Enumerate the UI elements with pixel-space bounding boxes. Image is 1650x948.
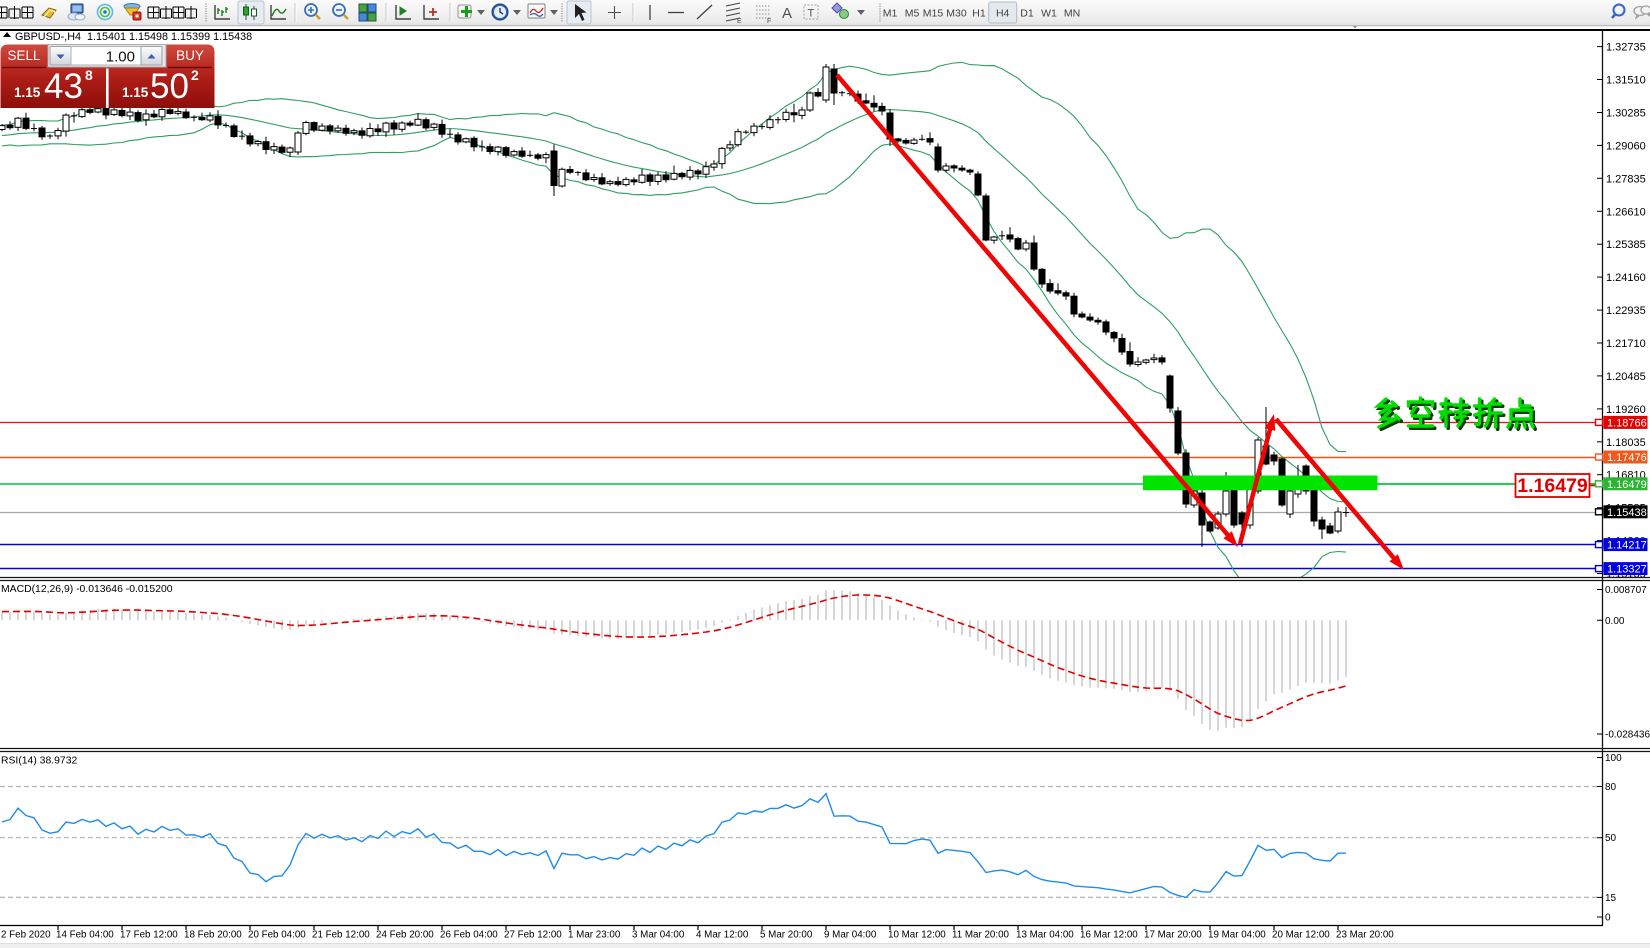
svg-text:1.21710: 1.21710 <box>1606 338 1646 350</box>
svg-text:17 Feb 12:00: 17 Feb 12:00 <box>120 930 178 941</box>
svg-text:M30: M30 <box>946 8 967 20</box>
svg-text:1.18766: 1.18766 <box>1607 417 1647 429</box>
svg-text:1 Mar 23:00: 1 Mar 23:00 <box>568 930 621 941</box>
svg-text:H4: H4 <box>996 8 1010 20</box>
svg-text:26 Feb 04:00: 26 Feb 04:00 <box>440 930 498 941</box>
svg-text:A: A <box>782 5 792 22</box>
svg-text:19 Mar 04:00: 19 Mar 04:00 <box>1208 930 1266 941</box>
svg-text:23 Mar 20:00: 23 Mar 20:00 <box>1336 930 1394 941</box>
svg-text:1.00: 1.00 <box>106 49 135 66</box>
svg-text:1.16479: 1.16479 <box>1607 479 1647 491</box>
svg-text:SELL: SELL <box>7 48 41 63</box>
svg-text:1.18035: 1.18035 <box>1606 437 1646 449</box>
svg-text:1.24160: 1.24160 <box>1606 272 1646 284</box>
svg-text:16 Mar 12:00: 16 Mar 12:00 <box>1080 930 1138 941</box>
svg-text:27 Feb 12:00: 27 Feb 12:00 <box>504 930 562 941</box>
svg-text:M15: M15 <box>923 8 944 20</box>
svg-text:MN: MN <box>1064 8 1080 20</box>
svg-text:1.22935: 1.22935 <box>1606 305 1646 317</box>
svg-text:W1: W1 <box>1041 8 1057 20</box>
svg-text:2: 2 <box>191 67 199 83</box>
svg-text:1.20485: 1.20485 <box>1606 371 1646 383</box>
svg-text:E: E <box>737 18 742 25</box>
svg-text:1.17476: 1.17476 <box>1607 452 1647 464</box>
svg-text:50: 50 <box>150 67 189 106</box>
svg-text:M5: M5 <box>905 8 920 20</box>
svg-text:100: 100 <box>1605 753 1622 764</box>
svg-text:MACD(12,26,9) -0.013646 -0.015: MACD(12,26,9) -0.013646 -0.015200 <box>1 584 173 595</box>
svg-text:1.13327: 1.13327 <box>1607 564 1647 576</box>
svg-text:15: 15 <box>1605 893 1617 904</box>
svg-text:1.15438: 1.15438 <box>1607 507 1647 519</box>
svg-text:1.16479: 1.16479 <box>1517 475 1588 497</box>
svg-text:21 Feb 12:00: 21 Feb 12:00 <box>312 930 370 941</box>
svg-text:0: 0 <box>1605 913 1611 924</box>
svg-text:50: 50 <box>1605 833 1617 844</box>
svg-text:1.15: 1.15 <box>122 85 149 100</box>
svg-text:H1: H1 <box>972 8 986 20</box>
svg-text:0.008707: 0.008707 <box>1605 585 1647 596</box>
svg-text:1.30285: 1.30285 <box>1606 108 1646 120</box>
svg-text:17 Mar 20:00: 17 Mar 20:00 <box>1144 930 1202 941</box>
svg-text:-0.028436: -0.028436 <box>1605 730 1650 741</box>
svg-text:1.29060: 1.29060 <box>1606 140 1646 152</box>
svg-text:1.32735: 1.32735 <box>1606 42 1646 54</box>
svg-text:24 Feb 20:00: 24 Feb 20:00 <box>376 930 434 941</box>
svg-text:20 Feb 04:00: 20 Feb 04:00 <box>248 930 306 941</box>
svg-text:43: 43 <box>44 67 83 106</box>
svg-text:BUY: BUY <box>176 48 204 63</box>
svg-text:F: F <box>767 18 771 25</box>
svg-text:13 Mar 04:00: 13 Mar 04:00 <box>1016 930 1074 941</box>
svg-text:14 Feb 04:00: 14 Feb 04:00 <box>56 930 114 941</box>
svg-text:1.15: 1.15 <box>14 85 41 100</box>
svg-text:18 Feb 20:00: 18 Feb 20:00 <box>184 930 242 941</box>
svg-text:1.31510: 1.31510 <box>1606 75 1646 87</box>
svg-text:1.25385: 1.25385 <box>1606 239 1646 251</box>
svg-text:1.19260: 1.19260 <box>1606 404 1646 416</box>
svg-text:11 Mar 20:00: 11 Mar 20:00 <box>952 930 1010 941</box>
svg-text:8: 8 <box>85 67 93 83</box>
svg-text:9 Mar 04:00: 9 Mar 04:00 <box>824 930 877 941</box>
svg-text:RSI(14) 38.9732: RSI(14) 38.9732 <box>1 756 77 767</box>
svg-text:1.27835: 1.27835 <box>1606 173 1646 185</box>
svg-text:T: T <box>808 8 815 20</box>
svg-text:M1: M1 <box>883 8 898 20</box>
svg-text:4 Mar 12:00: 4 Mar 12:00 <box>696 930 749 941</box>
svg-text:1.26610: 1.26610 <box>1606 206 1646 218</box>
svg-text:20 Mar 12:00: 20 Mar 12:00 <box>1272 930 1330 941</box>
svg-text:3 Mar 04:00: 3 Mar 04:00 <box>632 930 685 941</box>
svg-text:GBPUSD-,H4 1.15401 1.15498 1.: GBPUSD-,H4 1.15401 1.15498 1.15399 1.154… <box>15 31 252 43</box>
svg-text:5 Mar 20:00: 5 Mar 20:00 <box>760 930 813 941</box>
svg-text:80: 80 <box>1605 782 1617 793</box>
svg-text:10 Mar 12:00: 10 Mar 12:00 <box>888 930 946 941</box>
svg-text:0.00: 0.00 <box>1605 616 1625 627</box>
svg-text:1.14217: 1.14217 <box>1607 540 1647 552</box>
svg-text:D1: D1 <box>1020 8 1034 20</box>
svg-text:2 Feb 2020: 2 Feb 2020 <box>1 930 51 941</box>
